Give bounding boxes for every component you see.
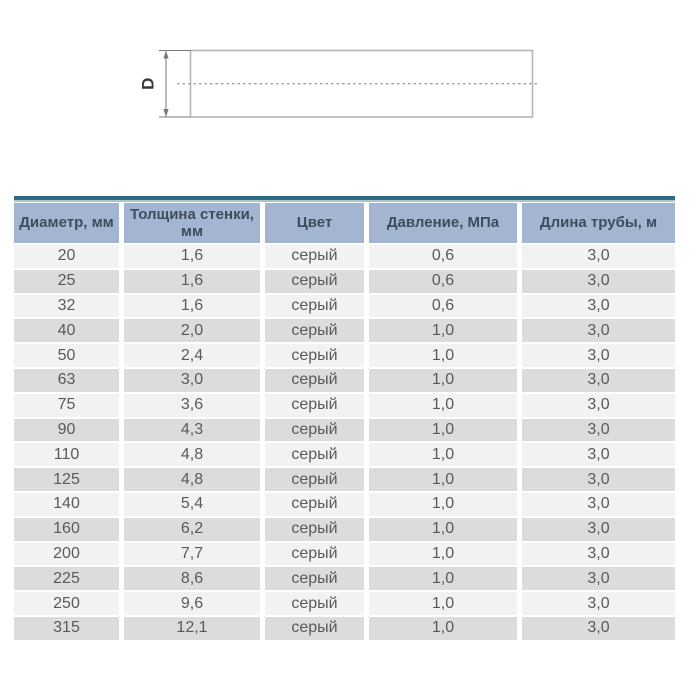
table-cell: 0,6 [369, 269, 517, 293]
table-cell: 250 [14, 592, 119, 615]
table-cell: 2,4 [124, 344, 260, 367]
table-cell: 1,0 [369, 492, 517, 516]
table-cell: 1,0 [369, 418, 517, 442]
table-cell: 2,0 [124, 319, 260, 343]
table-cell: 1,0 [369, 344, 517, 367]
table-cell: серый [265, 245, 364, 268]
table-cell: 32 [14, 294, 119, 318]
dimension-label: D [138, 78, 157, 90]
table-cell: серый [265, 492, 364, 516]
table-cell: серый [265, 393, 364, 417]
table-cell: 1,0 [369, 567, 517, 591]
table-cell: 140 [14, 492, 119, 516]
table-cell: 1,6 [124, 269, 260, 293]
table-cell: 0,6 [369, 294, 517, 318]
table-cell: серый [265, 418, 364, 442]
table-cell: 3,0 [522, 542, 675, 566]
table-cell: серый [265, 567, 364, 591]
table-cell: серый [265, 542, 364, 566]
table-cell: 3,0 [522, 616, 675, 640]
table-cell: 3,0 [522, 368, 675, 392]
table-cell: 160 [14, 517, 119, 541]
table-cell: 225 [14, 567, 119, 591]
table-cell: 3,0 [522, 468, 675, 491]
table-cell: 1,0 [369, 542, 517, 566]
table-cell: 3,0 [522, 344, 675, 367]
table-cell: 3,0 [522, 269, 675, 293]
table-cell: 3,0 [522, 245, 675, 268]
dimension-arrow-down [163, 109, 169, 117]
table-cell: серый [265, 616, 364, 640]
col-header-color: Цвет [265, 203, 364, 243]
col-header-pressure: Давление, МПа [369, 203, 517, 243]
table-cell: 7,7 [124, 542, 260, 566]
table-cell: серый [265, 319, 364, 343]
table-cell: 40 [14, 319, 119, 343]
table-cell: 1,0 [369, 592, 517, 615]
table-cell: 1,0 [369, 616, 517, 640]
table-cell: 6,2 [124, 517, 260, 541]
table-cell: 1,0 [369, 443, 517, 467]
table-top-accent-line [14, 196, 675, 200]
table-cell: серый [265, 269, 364, 293]
table-cell: 20 [14, 245, 119, 268]
table-top-accent-line-light [14, 200, 675, 202]
table-cell: 3,0 [522, 418, 675, 442]
table-cell: 75 [14, 393, 119, 417]
table-cell: 0,6 [369, 245, 517, 268]
table-cell: 50 [14, 344, 119, 367]
table-grid: Диаметр, мм Толщина стенки, мм Цвет Давл… [14, 203, 675, 640]
col-header-wall-thickness: Толщина стенки, мм [124, 203, 260, 243]
dimension-arrow-up [163, 50, 169, 59]
table-cell: 1,0 [369, 393, 517, 417]
table-cell: 110 [14, 443, 119, 467]
table-cell: 3,0 [522, 567, 675, 591]
table-cell: 4,8 [124, 468, 260, 491]
table-cell: 3,0 [522, 393, 675, 417]
table-cell: серый [265, 344, 364, 367]
table-cell: 3,0 [522, 592, 675, 615]
table-cell: 3,0 [522, 443, 675, 467]
table-cell: 3,0 [522, 517, 675, 541]
table-cell: 3,0 [522, 319, 675, 343]
table-cell: 1,0 [369, 319, 517, 343]
table-cell: серый [265, 468, 364, 491]
col-header-diameter: Диаметр, мм [14, 203, 119, 243]
table-cell: 125 [14, 468, 119, 491]
table-cell: 25 [14, 269, 119, 293]
table-cell: 63 [14, 368, 119, 392]
table-cell: серый [265, 592, 364, 615]
table-cell: серый [265, 443, 364, 467]
table-cell: 4,8 [124, 443, 260, 467]
table-cell: 1,0 [369, 468, 517, 491]
table-cell: 9,6 [124, 592, 260, 615]
table-cell: 8,6 [124, 567, 260, 591]
pipe-spec-table: Диаметр, мм Толщина стенки, мм Цвет Давл… [14, 196, 675, 640]
table-cell: 5,4 [124, 492, 260, 516]
table-cell: 3,6 [124, 393, 260, 417]
table-cell: серый [265, 368, 364, 392]
table-cell: 1,6 [124, 294, 260, 318]
table-cell: серый [265, 294, 364, 318]
table-cell: 1,0 [369, 517, 517, 541]
table-cell: 90 [14, 418, 119, 442]
table-cell: 3,0 [522, 492, 675, 516]
table-cell: 1,0 [369, 368, 517, 392]
table-cell: 3,0 [124, 368, 260, 392]
table-cell: 12,1 [124, 616, 260, 640]
table-cell: 3,0 [522, 294, 675, 318]
table-cell: 4,3 [124, 418, 260, 442]
table-cell: 1,6 [124, 245, 260, 268]
table-cell: 315 [14, 616, 119, 640]
table-cell: серый [265, 517, 364, 541]
table-cell: 200 [14, 542, 119, 566]
pipe-diagram: D [138, 49, 539, 118]
col-header-length: Длина трубы, м [522, 203, 675, 243]
